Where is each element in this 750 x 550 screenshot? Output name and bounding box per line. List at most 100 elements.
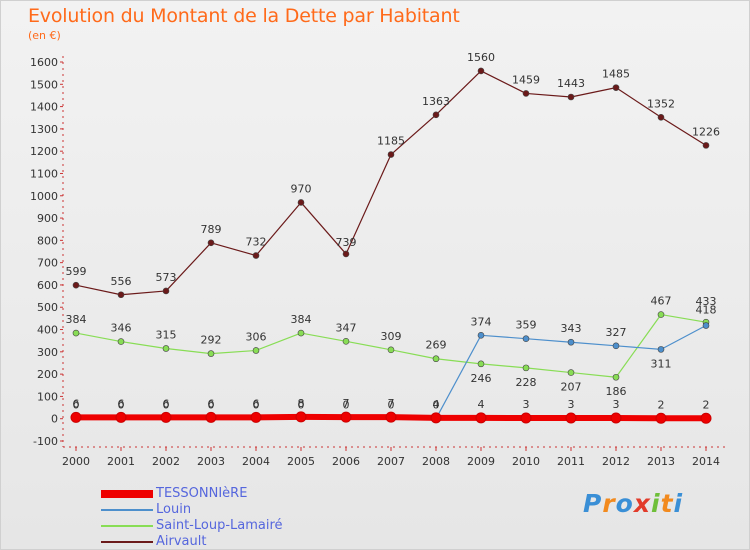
data-label: 6 — [163, 397, 170, 410]
x-tick-label: 2014 — [692, 455, 720, 468]
y-tick-label: 300 — [37, 346, 58, 359]
logo-letter: o — [615, 489, 634, 518]
data-point — [70, 411, 82, 423]
data-point — [342, 338, 350, 345]
legend-label: TESSONNIèRE — [156, 486, 248, 501]
data-label: 556 — [111, 275, 132, 288]
data-point — [610, 412, 622, 424]
data-label: 343 — [561, 322, 582, 335]
data-point — [297, 329, 305, 337]
data-label: 970 — [291, 182, 312, 195]
data-point — [160, 411, 172, 423]
data-label: 1352 — [647, 97, 675, 110]
data-point — [117, 338, 125, 345]
data-point — [700, 412, 712, 424]
legend-swatch — [101, 541, 153, 543]
data-point — [207, 239, 215, 247]
data-label: 739 — [336, 236, 357, 249]
data-point — [657, 346, 665, 353]
data-point — [567, 369, 575, 376]
data-point — [567, 93, 575, 101]
data-point — [522, 335, 530, 342]
data-label: 0 — [253, 399, 260, 412]
data-label: 347 — [336, 321, 357, 334]
data-point — [612, 342, 620, 350]
data-label: 433 — [696, 295, 717, 308]
data-point — [162, 287, 170, 295]
data-label: 599 — [66, 265, 87, 278]
y-tick-label: 600 — [37, 279, 58, 292]
logo-letter: x — [633, 489, 651, 518]
x-tick-label: 2011 — [557, 455, 585, 468]
y-tick-label: 100 — [37, 390, 58, 403]
legend-swatch — [101, 525, 153, 527]
data-point — [702, 142, 710, 149]
data-point — [655, 412, 667, 424]
data-point — [385, 411, 397, 423]
data-label: 6 — [253, 397, 260, 410]
data-point — [72, 329, 80, 337]
y-tick-label: 1300 — [30, 123, 58, 136]
data-label: 3 — [568, 398, 575, 411]
data-label: 0 — [343, 399, 350, 412]
x-tick-label: 2005 — [287, 455, 315, 468]
data-label: 374 — [471, 315, 492, 328]
data-label: 8 — [298, 397, 305, 410]
data-label: 6 — [118, 397, 125, 410]
x-tick-label: 2003 — [197, 455, 225, 468]
data-label: 309 — [381, 330, 402, 343]
data-label: 2 — [703, 398, 710, 411]
logo-letter: P — [583, 489, 603, 518]
data-point — [252, 347, 260, 354]
data-point — [612, 84, 620, 91]
logo-letter: r — [602, 489, 616, 518]
data-label: 4 — [478, 398, 485, 411]
data-point — [295, 411, 307, 423]
chart-title: Evolution du Montant de la Dette par Hab… — [28, 5, 460, 27]
data-point — [162, 345, 170, 352]
y-tick-label: 1100 — [30, 167, 58, 180]
data-label: 0 — [73, 399, 80, 412]
data-label: 228 — [516, 376, 537, 389]
series-airvault — [72, 67, 710, 299]
data-label: 346 — [111, 322, 132, 335]
data-label: 6 — [208, 397, 215, 410]
data-point — [432, 355, 440, 363]
data-point — [387, 346, 395, 354]
data-label: 1185 — [377, 135, 405, 148]
data-point — [522, 90, 530, 97]
y-tick-label: 500 — [37, 301, 58, 314]
x-tick-label: 2010 — [512, 455, 540, 468]
data-label: 6 — [73, 397, 80, 410]
data-label: 789 — [201, 223, 222, 236]
legend-label: Airvault — [156, 534, 207, 549]
x-tick-label: 2007 — [377, 455, 405, 468]
data-label: 1226 — [692, 125, 720, 138]
data-point — [115, 411, 127, 423]
data-point — [387, 151, 395, 158]
x-tick-label: 2001 — [107, 455, 135, 468]
data-point — [612, 373, 620, 381]
x-tick-label: 2013 — [647, 455, 675, 468]
y-tick-label: 700 — [37, 257, 58, 270]
data-label: 269 — [426, 339, 447, 352]
data-label: 306 — [246, 330, 267, 343]
data-label: 0 — [433, 399, 440, 412]
data-point — [657, 311, 665, 318]
data-label: 1459 — [512, 73, 540, 86]
data-point — [430, 412, 442, 424]
x-tick-label: 2002 — [152, 455, 180, 468]
data-point — [117, 291, 125, 299]
data-label: 327 — [606, 326, 627, 339]
data-label: 292 — [201, 334, 222, 347]
data-label: 207 — [561, 381, 582, 394]
data-label: 3 — [523, 398, 530, 411]
data-label: 186 — [606, 385, 627, 398]
data-label: 4 — [433, 398, 440, 411]
series-saint-loup-lamair- — [72, 311, 710, 381]
data-label: 7 — [388, 397, 395, 410]
y-tick-label: 1600 — [30, 56, 58, 69]
data-point — [702, 322, 710, 329]
data-point — [475, 412, 487, 424]
